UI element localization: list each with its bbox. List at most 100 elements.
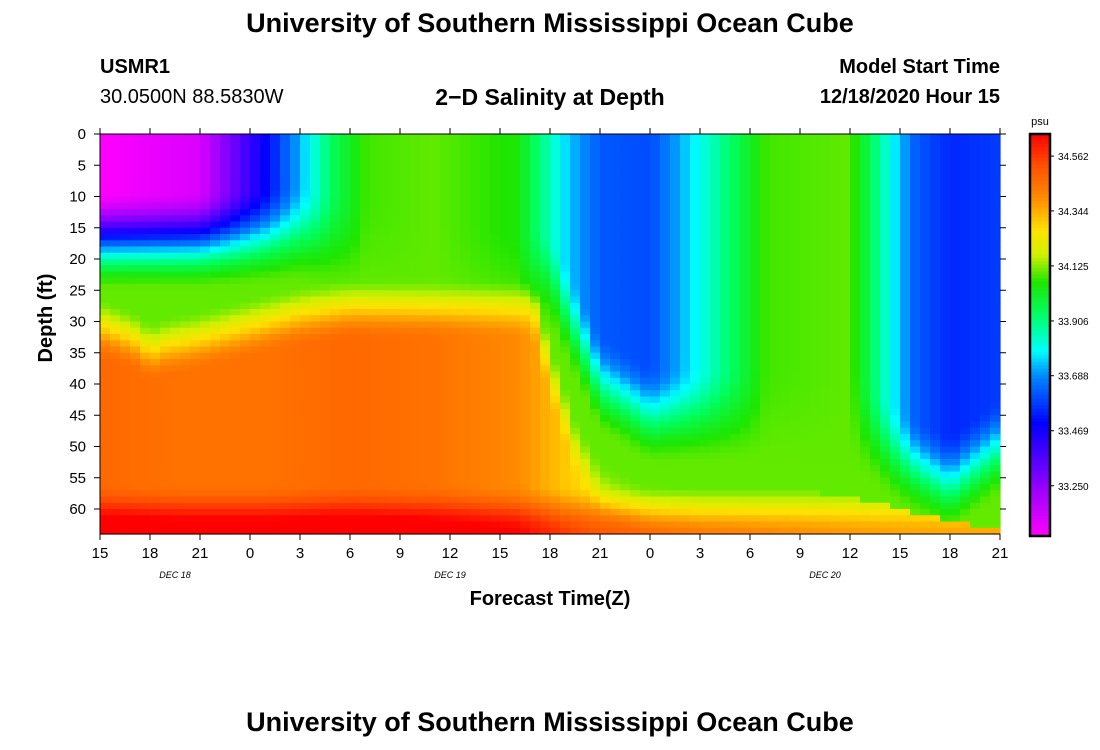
heatmap-cell	[360, 371, 371, 379]
heatmap-cell	[560, 165, 571, 173]
heatmap-cell	[420, 202, 431, 210]
heatmap-cell	[170, 527, 181, 535]
heatmap-cell	[830, 327, 841, 335]
heatmap-cell	[220, 346, 231, 354]
heatmap-cell	[710, 190, 721, 198]
heatmap-cell	[800, 465, 811, 473]
heatmap-cell	[620, 152, 631, 160]
heatmap-cell	[760, 265, 771, 273]
heatmap-cell	[150, 321, 161, 329]
heatmap-cell	[500, 246, 511, 254]
heatmap-cell	[440, 384, 451, 391]
heatmap-cell	[350, 390, 361, 398]
heatmap-cell	[460, 240, 471, 248]
heatmap-cell	[150, 502, 161, 510]
heatmap-cell	[480, 152, 491, 160]
heatmap-cell	[270, 284, 281, 291]
heatmap-cell	[230, 459, 241, 466]
heatmap-cell	[420, 484, 431, 491]
heatmap-cell	[350, 209, 361, 216]
heatmap-cell	[780, 184, 791, 191]
heatmap-cell	[650, 409, 661, 416]
heatmap-cell	[670, 390, 681, 398]
heatmap-cell	[410, 184, 421, 191]
heatmap-cell	[200, 340, 211, 348]
heatmap-cell	[740, 390, 751, 398]
heatmap-cell	[490, 484, 501, 491]
heatmap-cell	[300, 152, 311, 160]
heatmap-cell	[170, 346, 181, 354]
heatmap-cell	[140, 302, 151, 310]
heatmap-cell	[190, 502, 201, 510]
heatmap-cell	[760, 402, 771, 410]
heatmap-cell	[550, 140, 561, 148]
heatmap-cell	[680, 140, 691, 148]
heatmap-cell	[700, 284, 711, 291]
heatmap-cell	[460, 396, 471, 404]
heatmap-cell	[820, 490, 831, 498]
heatmap-cell	[740, 446, 751, 454]
heatmap-cell	[380, 421, 391, 429]
heatmap-cell	[580, 415, 591, 423]
heatmap-cell	[830, 371, 841, 379]
heatmap-cell	[420, 521, 431, 529]
heatmap-cell	[830, 290, 841, 298]
heatmap-cell	[200, 184, 211, 191]
heatmap-cell	[280, 327, 291, 335]
heatmap-cell	[600, 302, 611, 310]
heatmap-cell	[820, 202, 831, 210]
heatmap-cell	[600, 484, 611, 491]
heatmap-cell	[740, 184, 751, 191]
heatmap-cell	[450, 171, 461, 179]
heatmap-cell	[230, 502, 241, 510]
heatmap-cell	[400, 215, 411, 223]
heatmap-cell	[350, 434, 361, 441]
heatmap-cell	[190, 271, 201, 279]
heatmap-cell	[350, 221, 361, 229]
heatmap-cell	[110, 246, 121, 254]
heatmap-cell	[510, 427, 521, 435]
heatmap-cell	[310, 459, 321, 466]
heatmap-cell	[540, 459, 551, 466]
heatmap-cell	[790, 396, 801, 404]
heatmap-cell	[360, 521, 371, 529]
heatmap-cell	[770, 159, 781, 166]
heatmap-cell	[170, 246, 181, 254]
heatmap-cell	[370, 259, 381, 266]
heatmap-cell	[670, 315, 681, 323]
heatmap-cell	[430, 152, 441, 160]
heatmap-cell	[140, 502, 151, 510]
heatmap-cell	[450, 502, 461, 510]
heatmap-cell	[530, 134, 541, 141]
heatmap-cell	[770, 484, 781, 491]
heatmap-cell	[110, 309, 121, 316]
heatmap-cell	[230, 346, 241, 354]
heatmap-cell	[700, 221, 711, 229]
heatmap-cell	[250, 221, 261, 229]
heatmap-cell	[650, 209, 661, 216]
heatmap-cell	[720, 315, 731, 323]
heatmap-cell	[370, 284, 381, 291]
heatmap-cell	[560, 352, 571, 360]
heatmap-cell	[630, 290, 641, 298]
heatmap-cell	[800, 259, 811, 266]
heatmap-cell	[720, 202, 731, 210]
heatmap-cell	[550, 152, 561, 160]
heatmap-cell	[350, 240, 361, 248]
heatmap-cell	[410, 146, 421, 154]
heatmap-cell	[100, 159, 111, 166]
heatmap-cell	[180, 252, 191, 260]
heatmap-cell	[540, 146, 551, 154]
heatmap-cell	[160, 302, 171, 310]
heatmap-cell	[180, 509, 191, 516]
heatmap-cell	[700, 321, 711, 329]
heatmap-cell	[460, 140, 471, 148]
heatmap-cell	[720, 234, 731, 241]
heatmap-cell	[230, 227, 241, 235]
heatmap-cell	[420, 227, 431, 235]
heatmap-cell	[800, 252, 811, 260]
heatmap-cell	[600, 327, 611, 335]
heatmap-cell	[230, 140, 241, 148]
heatmap-cell	[730, 209, 741, 216]
heatmap-cell	[700, 440, 711, 448]
